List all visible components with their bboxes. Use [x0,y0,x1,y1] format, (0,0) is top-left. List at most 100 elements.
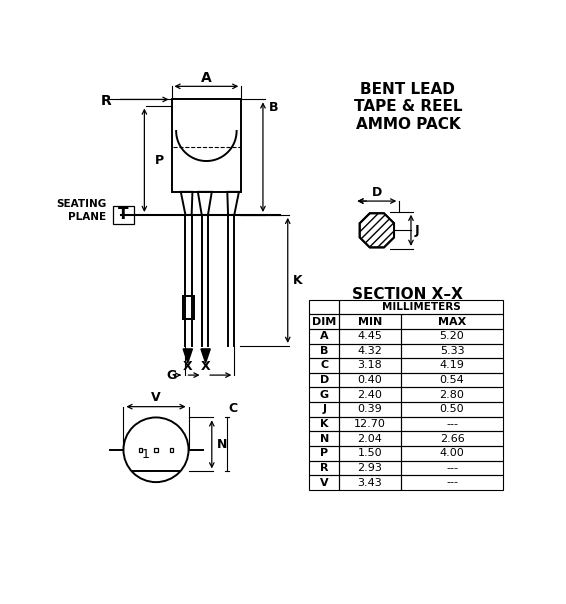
Text: 0.54: 0.54 [440,375,465,385]
Text: G: G [320,390,329,400]
Bar [310,314,339,329]
Bar [339,461,401,475]
Bar [310,300,339,314]
Text: P: P [155,154,164,167]
Text: N: N [217,438,228,451]
Bar [310,373,339,387]
Text: 1: 1 [141,448,149,461]
Text: 12.70: 12.70 [354,419,386,429]
Bar [339,402,401,417]
Text: 2.93: 2.93 [358,463,383,473]
Bar [339,373,401,387]
Text: P: P [320,448,328,458]
Text: X: X [201,360,211,373]
Bar [401,431,503,446]
Text: 5.33: 5.33 [440,346,464,356]
Bar [310,446,339,461]
Bar [401,475,503,490]
Text: 2.04: 2.04 [358,434,383,443]
Text: G: G [166,368,176,382]
Bar [310,358,339,373]
Bar [401,446,503,461]
Bar [339,358,401,373]
Text: T: T [118,207,128,222]
Polygon shape [201,349,210,363]
Polygon shape [359,213,394,248]
Bar [310,417,339,431]
Bar [401,329,503,344]
Text: J: J [415,224,419,237]
Bar [339,387,401,402]
Text: ---: --- [446,419,458,429]
Text: 4.32: 4.32 [358,346,383,356]
Text: SEATING: SEATING [56,199,106,209]
Bar [171,100,241,192]
Text: A: A [320,331,328,341]
Text: 4.19: 4.19 [440,361,465,370]
Bar [310,344,339,358]
Text: 4.00: 4.00 [440,448,465,458]
Text: BENT LEAD
TAPE & REEL
AMMO PACK: BENT LEAD TAPE & REEL AMMO PACK [354,82,462,132]
Bar [310,475,339,490]
Text: 1.50: 1.50 [358,448,382,458]
Text: MAX: MAX [438,316,466,327]
Text: DIM: DIM [312,316,336,327]
Text: B: B [268,101,278,114]
Text: B: B [320,346,328,356]
Text: 0.50: 0.50 [440,404,464,414]
Bar [183,296,194,319]
Bar [339,417,401,431]
Bar [401,402,503,417]
Bar [401,461,503,475]
Bar [339,475,401,490]
Bar [113,206,134,224]
Bar [401,373,503,387]
Text: 5.20: 5.20 [440,331,465,341]
Text: C: C [229,402,238,415]
Bar [154,448,158,452]
Text: N: N [320,434,329,443]
Text: 2.80: 2.80 [440,390,465,400]
Text: K: K [293,274,303,287]
Bar [401,358,503,373]
Text: 2.66: 2.66 [440,434,465,443]
Bar [339,329,401,344]
Text: 2.40: 2.40 [358,390,383,400]
Bar [339,446,401,461]
Text: 0.39: 0.39 [358,404,382,414]
Text: V: V [151,391,161,404]
Text: X: X [183,360,192,373]
Bar [339,344,401,358]
Text: SECTION X–X: SECTION X–X [353,286,464,301]
Bar [310,461,339,475]
Bar [401,387,503,402]
Bar [310,387,339,402]
Bar [339,314,401,329]
Text: V: V [320,478,328,487]
Bar [170,448,173,452]
Text: R: R [100,94,111,108]
Bar [401,314,503,329]
Text: 4.45: 4.45 [358,331,383,341]
Polygon shape [183,349,192,363]
Text: D: D [372,186,382,199]
Bar [401,417,503,431]
Text: J: J [322,404,326,414]
Text: ---: --- [446,478,458,487]
Bar [139,448,143,452]
Text: 3.43: 3.43 [358,478,382,487]
Bar [310,402,339,417]
Text: PLANE: PLANE [68,212,106,222]
Text: 0.40: 0.40 [358,375,382,385]
Text: D: D [320,375,329,385]
Text: K: K [320,419,328,429]
Bar [339,431,401,446]
Bar [339,300,503,314]
Text: MIN: MIN [358,316,382,327]
Text: ---: --- [446,463,458,473]
Text: A: A [201,71,212,85]
Bar [310,329,339,344]
Text: R: R [320,463,328,473]
Text: 3.18: 3.18 [358,361,382,370]
Text: C: C [320,361,328,370]
